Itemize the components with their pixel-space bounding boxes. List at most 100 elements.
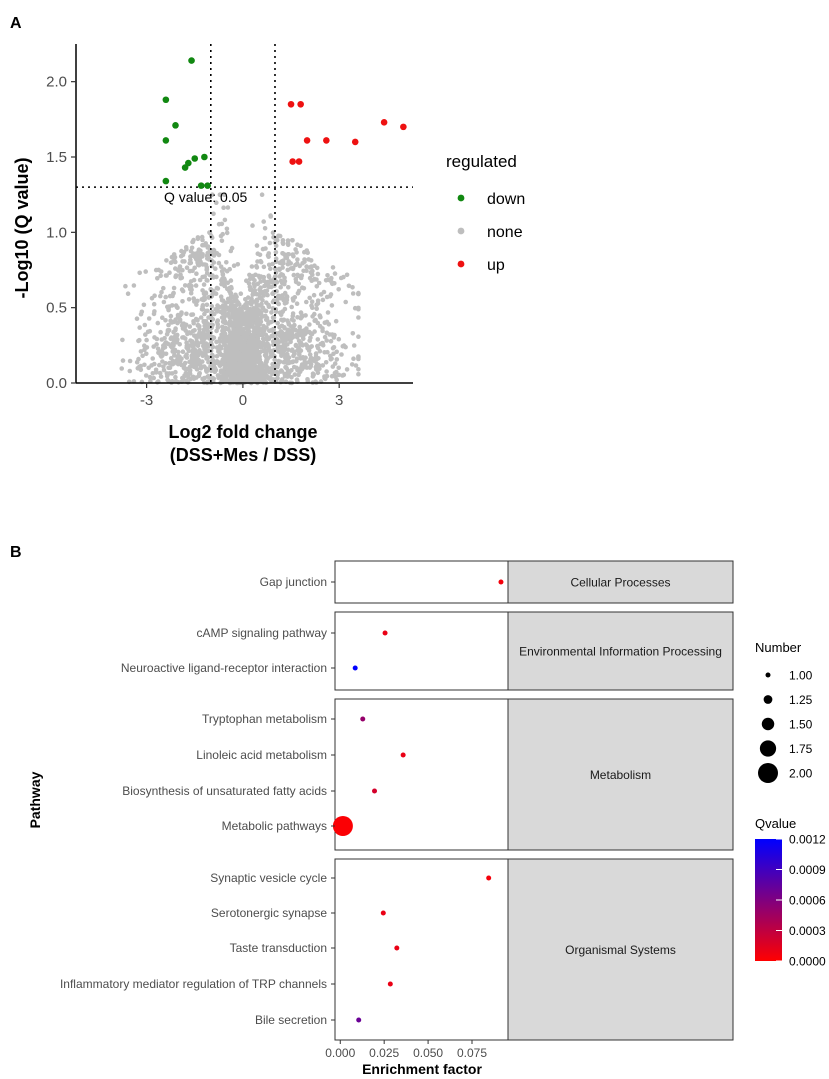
point-none — [243, 368, 249, 373]
point-none — [353, 363, 359, 368]
point-none — [231, 263, 237, 269]
point-none — [344, 367, 350, 372]
point-none — [289, 348, 294, 353]
point-none — [233, 336, 239, 342]
point-none — [308, 356, 313, 362]
point-none — [155, 276, 160, 281]
point-none — [275, 372, 280, 378]
point-none — [229, 245, 235, 251]
point-none — [307, 295, 313, 301]
point-none — [285, 342, 290, 347]
size-legend-key — [761, 717, 775, 731]
point-none — [274, 337, 280, 343]
point-none — [330, 265, 336, 270]
point-none — [278, 278, 284, 284]
point-none — [195, 260, 200, 266]
point-none — [227, 351, 233, 357]
point-none — [216, 221, 222, 227]
point-none — [266, 274, 272, 280]
point-none — [298, 315, 304, 321]
point-none — [235, 375, 241, 381]
point-none — [175, 320, 180, 326]
point-none — [320, 340, 325, 346]
point-none — [286, 360, 292, 366]
pathway-dot — [486, 875, 492, 881]
size-legend-label: 1.75 — [789, 742, 813, 756]
point-down — [181, 164, 189, 171]
enrichment-panels: Cellular Processes Environmental Informat… — [332, 560, 734, 1041]
point-none — [310, 305, 315, 311]
point-none — [311, 372, 317, 378]
panel-box — [334, 858, 509, 1041]
pathway-dot — [498, 579, 504, 585]
point-none — [245, 318, 250, 324]
pathway-label: cAMP signaling pathway — [196, 626, 327, 640]
point-none — [265, 334, 270, 340]
point-none — [142, 362, 147, 368]
point-none — [303, 331, 308, 336]
point-none — [307, 265, 313, 270]
point-none — [189, 312, 194, 318]
point-none — [226, 321, 232, 326]
point-none — [188, 248, 194, 254]
point-none — [220, 298, 226, 304]
point-none — [203, 262, 209, 268]
point-none — [154, 342, 159, 347]
point-none — [344, 272, 350, 278]
point-none — [255, 259, 260, 264]
point-none — [275, 320, 281, 326]
point-none — [289, 368, 294, 373]
point-none — [137, 325, 142, 330]
point-none — [182, 366, 188, 372]
point-up — [380, 119, 388, 126]
point-none — [296, 281, 302, 287]
point-none — [120, 337, 125, 343]
point-none — [274, 279, 280, 285]
point-none — [200, 288, 205, 293]
x-tick-label: -3 — [140, 392, 153, 409]
point-none — [284, 351, 290, 357]
point-none — [307, 338, 313, 343]
pathway-label: Biosynthesis of unsaturated fatty acids — [122, 784, 327, 798]
point-none — [147, 374, 153, 380]
point-none — [173, 274, 178, 280]
point-none — [194, 271, 199, 277]
pathway-label: Synaptic vesicle cycle — [210, 871, 327, 885]
point-none — [269, 351, 275, 357]
point-none — [165, 377, 170, 383]
point-none — [142, 343, 147, 349]
point-none — [173, 259, 178, 265]
point-none — [272, 266, 278, 272]
point-none — [203, 353, 208, 358]
point-down — [191, 155, 199, 162]
point-none — [253, 263, 259, 269]
point-none — [220, 328, 225, 334]
point-none — [201, 242, 207, 248]
point-none — [291, 253, 296, 259]
point-none — [268, 213, 273, 218]
point-none — [206, 295, 212, 300]
point-none — [192, 299, 197, 304]
point-none — [161, 299, 167, 305]
point-none — [221, 306, 226, 311]
point-none — [182, 283, 188, 288]
facet-strip — [507, 560, 734, 604]
point-none — [144, 337, 149, 343]
point-none — [125, 291, 131, 297]
point-none — [159, 337, 165, 342]
point-none — [351, 343, 357, 348]
point-none — [214, 354, 220, 359]
pathway-label: Neuroactive ligand-receptor interaction — [121, 661, 327, 675]
point-none — [325, 273, 330, 278]
point-none — [294, 359, 299, 364]
point-none — [220, 377, 226, 382]
point-none — [211, 247, 217, 253]
point-none — [291, 326, 296, 331]
point-none — [264, 288, 270, 294]
panel-b-label: B — [10, 544, 22, 561]
point-none — [270, 299, 276, 305]
pathway-dot — [360, 716, 366, 722]
point-none — [329, 356, 334, 361]
point-none — [322, 334, 328, 340]
point-none — [281, 343, 286, 349]
